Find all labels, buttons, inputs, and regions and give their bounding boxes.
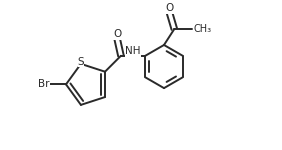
Text: O: O — [113, 29, 121, 39]
Text: O: O — [166, 3, 174, 13]
Text: CH₃: CH₃ — [194, 24, 212, 34]
Text: Br: Br — [38, 79, 49, 89]
Text: NH: NH — [125, 46, 141, 56]
Text: S: S — [78, 57, 84, 67]
